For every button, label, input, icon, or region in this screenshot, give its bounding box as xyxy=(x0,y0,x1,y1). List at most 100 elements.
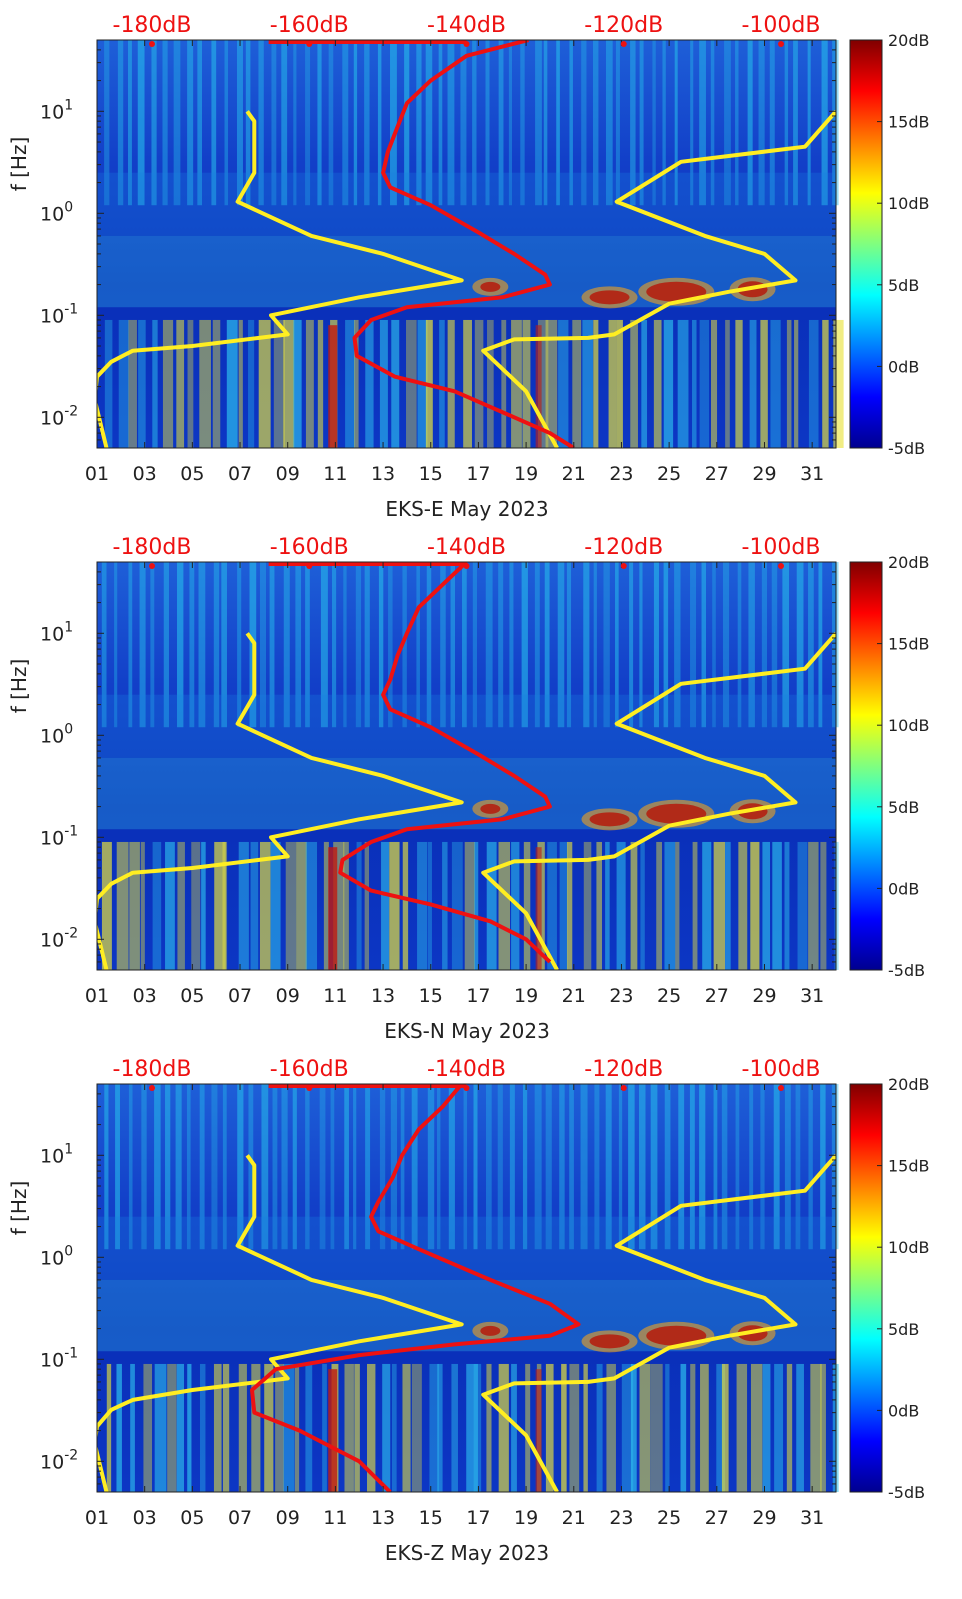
heatmap-streak xyxy=(487,319,494,448)
heatmap-streak xyxy=(117,40,124,206)
heatmap-streak xyxy=(521,562,528,728)
y-axis-label: f [Hz] xyxy=(7,659,31,714)
top-db-marker xyxy=(149,1085,155,1091)
heatmap-streak xyxy=(498,40,504,206)
colorbar-gradient xyxy=(849,39,883,449)
heatmap-streak xyxy=(795,1084,801,1250)
top-db-label: -160dB xyxy=(270,535,349,560)
heatmap-streak xyxy=(616,841,626,970)
heatmap-streak xyxy=(138,319,146,448)
heatmap-streak xyxy=(364,562,370,728)
heatmap-streak xyxy=(737,562,742,728)
x-tick-label: 17 xyxy=(466,985,490,1007)
heatmap-streak xyxy=(305,1084,310,1250)
top-db-marker xyxy=(778,41,784,47)
heatmap-hotspot xyxy=(480,1325,501,1336)
heatmap-streak xyxy=(319,1084,326,1250)
heatmap-streak xyxy=(429,1363,440,1492)
heatmap-streak xyxy=(463,319,472,448)
heatmap-streak xyxy=(238,319,243,448)
heatmap-streak xyxy=(463,1084,468,1250)
heatmap-streak xyxy=(406,319,417,448)
heatmap-streak xyxy=(379,319,388,448)
heatmap-streak xyxy=(317,40,322,206)
heatmap-streak xyxy=(251,1363,261,1492)
x-tick-label: 13 xyxy=(371,1507,395,1529)
heatmap-streak xyxy=(786,319,792,448)
heatmap-streak xyxy=(592,40,599,206)
y-axis-label: f [Hz] xyxy=(7,137,31,192)
heatmap-streak xyxy=(416,562,420,728)
colorbar-label: 5dB xyxy=(888,798,919,817)
heatmap-hotspot xyxy=(480,803,501,814)
heatmap-streak xyxy=(176,1363,185,1492)
heatmap-streak xyxy=(639,40,644,206)
top-db-marker xyxy=(620,41,627,47)
heatmap-streak xyxy=(189,562,195,728)
heatmap-streak xyxy=(460,40,467,206)
heatmap-streak xyxy=(165,1084,171,1250)
colorbar-label: 10dB xyxy=(888,716,930,735)
x-tick-label: 27 xyxy=(705,985,729,1007)
heatmap-streak xyxy=(356,841,362,970)
heatmap-streak xyxy=(535,40,542,206)
heatmap-streak xyxy=(663,319,674,448)
heatmap-streak xyxy=(238,841,249,970)
heatmap-streak xyxy=(677,319,689,448)
heatmap-streak xyxy=(808,319,819,448)
y-tick-label: 10-1 xyxy=(40,823,78,849)
heatmap-streak xyxy=(272,1084,278,1250)
heatmap-streak xyxy=(140,841,145,970)
heatmap-streak xyxy=(534,562,540,728)
x-tick-label: 07 xyxy=(228,1507,252,1529)
heatmap-streak xyxy=(639,562,643,728)
heatmap-streak xyxy=(199,1363,206,1492)
heatmap-streak xyxy=(674,40,678,206)
heatmap-streak xyxy=(690,1363,696,1492)
heatmap-streak xyxy=(833,319,844,448)
heatmap-streak xyxy=(508,40,513,206)
x-tick-label: 03 xyxy=(133,463,157,485)
heatmap-streak xyxy=(402,1363,411,1492)
x-tick-label: 21 xyxy=(562,1507,586,1529)
x-tick-label: 29 xyxy=(752,985,776,1007)
top-db-label: -160dB xyxy=(270,1057,349,1082)
top-db-label: -100dB xyxy=(742,535,821,560)
heatmap-streak xyxy=(678,1084,685,1250)
heatmap-streak xyxy=(258,319,271,448)
heatmap-streak xyxy=(794,319,799,448)
heatmap-streak xyxy=(221,562,227,728)
x-tick-label: 09 xyxy=(276,985,300,1007)
heatmap-streak xyxy=(436,1084,441,1250)
heatmap-streak xyxy=(832,562,839,728)
heatmap-streak xyxy=(101,841,112,970)
heatmap-streak xyxy=(699,319,710,448)
x-tick-label: 23 xyxy=(609,463,633,485)
heatmap-streak xyxy=(245,40,251,206)
heatmap-streak xyxy=(127,40,132,206)
heatmap-streak xyxy=(606,1363,616,1492)
heatmap-streak xyxy=(810,1363,822,1492)
heatmap-streak xyxy=(650,1084,658,1250)
heatmap-streak xyxy=(615,40,620,206)
heatmap-streak xyxy=(330,1084,335,1250)
heatmap-streak xyxy=(391,1363,397,1492)
heatmap-streak xyxy=(343,841,349,970)
heatmap-streak xyxy=(735,1084,740,1250)
noise-model-high-curve xyxy=(481,631,836,970)
heatmap-streak xyxy=(822,319,829,448)
x-tick-label: 21 xyxy=(562,463,586,485)
heatmap-streak xyxy=(474,841,479,970)
heatmap-streak xyxy=(594,1084,600,1250)
heatmap-streak xyxy=(450,562,456,728)
x-tick-label: 29 xyxy=(752,463,776,485)
top-db-label: -100dB xyxy=(742,13,821,38)
colorbar-gradient xyxy=(849,1083,883,1493)
top-db-scale: -180dB -160dB -140dB -120dB -100dB xyxy=(113,535,821,569)
heatmap-streak xyxy=(402,841,409,970)
x-tick-label: 27 xyxy=(705,463,729,485)
heatmap-streak xyxy=(569,1084,574,1250)
heatmap-streak xyxy=(275,1363,284,1492)
heatmap-streak xyxy=(293,319,302,448)
